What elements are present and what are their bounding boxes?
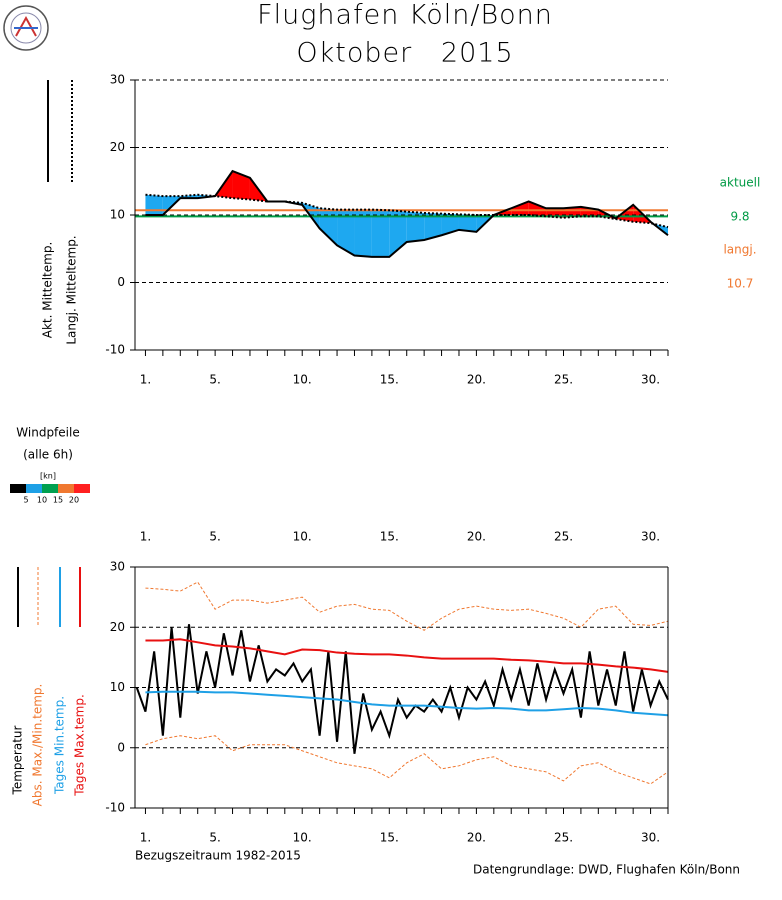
- area-fill: [458, 214, 477, 232]
- area-fill: [424, 212, 442, 240]
- footer-left: Bezugszeitraum 1982-2015: [135, 849, 301, 863]
- series-line: [145, 735, 669, 785]
- x-tick-label: 10.: [293, 831, 312, 845]
- wind-unit: [kn]: [40, 472, 56, 481]
- area-fill: [337, 209, 355, 256]
- title: Flughafen Köln/Bonn: [257, 0, 553, 31]
- y-tick-label: -10: [105, 343, 125, 357]
- y-tick-label: 20: [110, 620, 125, 634]
- x-tick-label: 5.: [209, 530, 220, 544]
- x-tick-label: 15.: [380, 530, 399, 544]
- series-line: [145, 690, 669, 717]
- scale-segment: [10, 484, 26, 493]
- x-tick-label: 20.: [467, 530, 486, 544]
- scale-tick-label: 20: [69, 496, 79, 505]
- area-fill: [354, 209, 372, 257]
- area-fill: [511, 201, 529, 215]
- y-tick-label: 30: [110, 73, 125, 87]
- scale-segment: [42, 484, 58, 493]
- x-tick-label: 1.: [140, 373, 151, 387]
- y-tick-label: 30: [110, 560, 125, 574]
- scale-segment: [26, 484, 42, 493]
- legend-label: Tages Max.temp.: [73, 694, 87, 797]
- y-tick-label: -10: [105, 801, 125, 815]
- area-fill: [441, 213, 459, 236]
- legend-label: Tages Min.temp.: [53, 696, 67, 795]
- x-tick-label: 10.: [293, 530, 312, 544]
- footer-right: Datengrundlage: DWD, Flughafen Köln/Bonn: [473, 863, 740, 877]
- x-tick-label: 10.: [293, 373, 312, 387]
- legend-label: Akt. Mitteltemp.: [41, 242, 55, 339]
- area-fill: [145, 194, 163, 215]
- legend-label: Langj. Mitteltemp.: [65, 235, 79, 344]
- y-tick-label: 10: [110, 680, 125, 694]
- wind-label: Windpfeile: [16, 426, 79, 440]
- legend-label: Abs. Max./Min.temp.: [31, 684, 45, 807]
- x-tick-label: 30.: [641, 831, 660, 845]
- x-tick-label: 20.: [467, 831, 486, 845]
- area-fill: [528, 201, 547, 217]
- x-tick-label: 15.: [380, 373, 399, 387]
- area-fill: [232, 171, 250, 200]
- area-fill: [319, 208, 338, 246]
- wind-sublabel: (alle 6h): [23, 448, 73, 462]
- annotation-value: 9.8: [730, 210, 749, 224]
- x-tick-label: 20.: [467, 373, 486, 387]
- scale-segment: [74, 484, 90, 493]
- x-tick-label: 1.: [140, 530, 151, 544]
- x-tick-label: 30.: [641, 530, 660, 544]
- y-tick-label: 0: [117, 275, 125, 289]
- series-line: [145, 638, 669, 673]
- x-tick-label: 30.: [641, 373, 660, 387]
- x-tick-label: 15.: [380, 831, 399, 845]
- x-tick-label: 5.: [209, 373, 220, 387]
- scale-tick-label: 5: [23, 496, 28, 505]
- x-tick-label: 1.: [140, 831, 151, 845]
- x-tick-label: 5.: [209, 831, 220, 845]
- x-tick-label: 25.: [554, 373, 573, 387]
- annotation-value: 10.7: [727, 277, 754, 291]
- series-line: [145, 169, 669, 258]
- logo: [3, 5, 49, 51]
- area-fill: [371, 209, 390, 257]
- annotation-label: aktuell: [720, 176, 761, 190]
- series-line: [135, 624, 669, 754]
- y-tick-label: 20: [110, 140, 125, 154]
- scale-tick-label: 10: [37, 496, 47, 505]
- y-tick-label: 10: [110, 208, 125, 222]
- series-line: [145, 581, 669, 631]
- y-tick-label: 0: [117, 740, 125, 754]
- annotation-label: langj.: [723, 243, 756, 257]
- scale-segment: [58, 484, 74, 493]
- x-tick-label: 25.: [554, 530, 573, 544]
- area-fill: [406, 211, 425, 242]
- scale-tick-label: 15: [53, 496, 63, 505]
- legend-label: Temperatur: [11, 725, 25, 795]
- x-tick-label: 25.: [554, 831, 573, 845]
- series-line: [145, 193, 669, 229]
- subtitle: Oktober 2015: [296, 38, 513, 69]
